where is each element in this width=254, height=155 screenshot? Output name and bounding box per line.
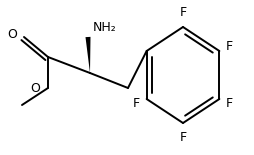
Polygon shape — [85, 37, 90, 73]
Text: NH₂: NH₂ — [93, 21, 116, 34]
Text: O: O — [7, 29, 17, 42]
Text: F: F — [132, 97, 139, 110]
Text: F: F — [179, 131, 186, 144]
Text: F: F — [225, 97, 232, 110]
Text: F: F — [225, 40, 232, 53]
Text: F: F — [179, 6, 186, 19]
Text: O: O — [30, 82, 40, 95]
